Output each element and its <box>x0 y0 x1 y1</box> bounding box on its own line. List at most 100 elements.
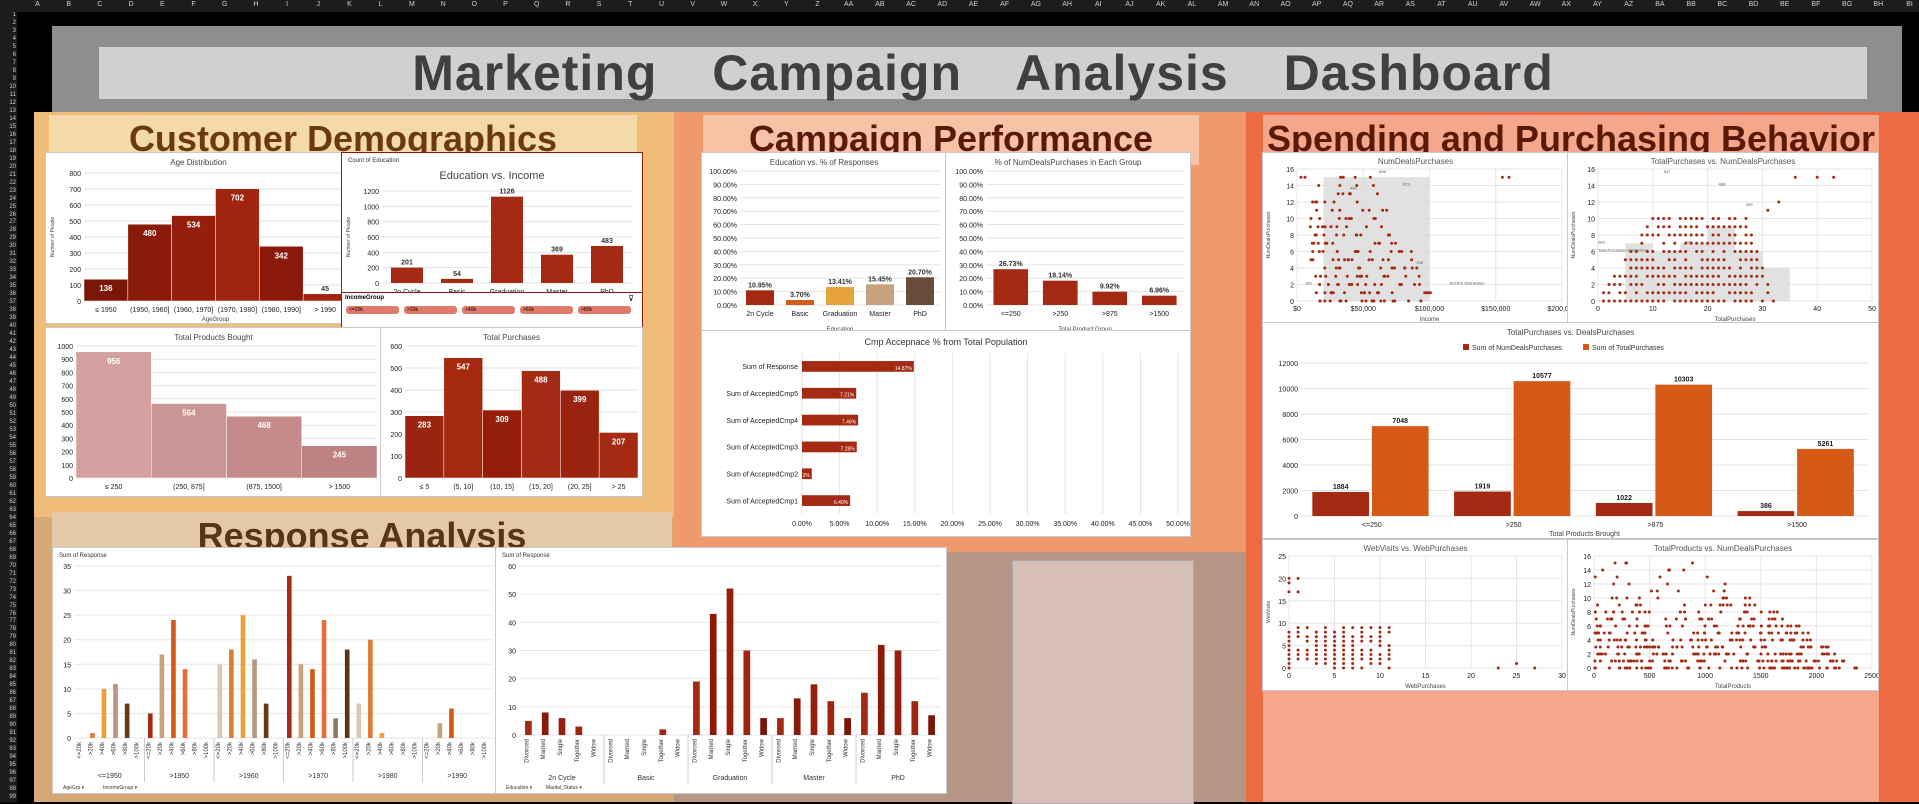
filter-button[interactable]: Marital_Status ▾ <box>546 785 582 791</box>
row-number[interactable]: 14 <box>9 115 16 122</box>
column-letter[interactable]: BI <box>1906 1 1913 8</box>
column-letter[interactable]: M <box>408 1 415 8</box>
row-number[interactable]: 26 <box>9 211 16 218</box>
column-letter[interactable]: AP <box>1312 1 1322 8</box>
row-number[interactable]: 92 <box>9 738 16 745</box>
column-letter[interactable]: AV <box>1499 1 1509 8</box>
row-number[interactable]: 72 <box>9 578 16 585</box>
filter-button[interactable]: AgeGrp ▾ <box>63 785 85 791</box>
column-letter[interactable]: N <box>440 1 446 8</box>
row-number[interactable]: 55 <box>9 442 16 449</box>
row-number[interactable]: 25 <box>9 203 16 210</box>
column-letter[interactable]: BA <box>1655 1 1665 8</box>
column-letter[interactable]: AF <box>1000 1 1010 8</box>
column-letter[interactable]: H <box>253 1 259 8</box>
row-number[interactable]: 3 <box>12 27 16 34</box>
row-number[interactable]: 58 <box>9 466 16 473</box>
column-letter[interactable]: AK <box>1156 1 1166 8</box>
row-number[interactable]: 19 <box>9 155 16 162</box>
column-letter[interactable]: BH <box>1873 1 1884 8</box>
column-letter[interactable]: AT <box>1437 1 1446 8</box>
column-letter[interactable]: V <box>690 1 696 8</box>
column-letter[interactable]: AZ <box>1624 1 1634 8</box>
column-letter[interactable]: AM <box>1217 1 1229 8</box>
column-letter[interactable]: Q <box>533 1 540 8</box>
row-number[interactable]: 41 <box>9 331 16 338</box>
row-number[interactable]: 59 <box>9 474 16 481</box>
row-number[interactable]: 53 <box>9 426 16 433</box>
row-number[interactable]: 68 <box>9 546 16 553</box>
field-button[interactable]: Count of Education <box>348 158 399 164</box>
prod-deals-chart-card[interactable]: TotalProducts vs. NumDealsPurchases 0 2 4 6 8… <box>1567 539 1880 691</box>
filter-button[interactable]: Education ▾ <box>506 785 533 791</box>
field-button[interactable]: Sum of Response <box>59 553 107 559</box>
column-letter[interactable]: BB <box>1686 1 1696 8</box>
slicer-item-3[interactable]: >60k <box>520 306 573 314</box>
row-number[interactable]: 48 <box>9 387 16 394</box>
row-number[interactable]: 86 <box>9 690 16 697</box>
row-number[interactable]: 62 <box>9 498 16 505</box>
row-number[interactable]: 88 <box>9 706 16 713</box>
row-number[interactable]: 94 <box>9 754 16 761</box>
field-button[interactable]: Sum of Response <box>502 553 550 559</box>
row-number[interactable]: 11 <box>9 91 16 98</box>
column-letter[interactable]: AI <box>1094 1 1102 8</box>
column-letter[interactable]: BD <box>1748 1 1759 8</box>
row-number[interactable]: 93 <box>9 746 16 753</box>
row-number[interactable]: 74 <box>9 594 16 601</box>
row-number[interactable]: 75 <box>9 602 16 609</box>
column-letter[interactable]: AO <box>1280 1 1291 8</box>
column-letter[interactable]: J <box>316 1 321 8</box>
web-chart-card[interactable]: WebVisits vs. WebPurchases 0 5 10 15 20 25 0 5 10… <box>1262 539 1569 691</box>
row-number[interactable]: 35 <box>9 283 16 290</box>
row-number[interactable]: 46 <box>9 371 16 378</box>
row-number[interactable]: 96 <box>9 770 16 777</box>
column-letter[interactable]: A <box>35 1 40 8</box>
row-number[interactable]: 31 <box>9 251 16 258</box>
column-letter[interactable]: I <box>286 1 289 8</box>
resp-edu-chart-card[interactable]: Sum of Response 0 10 20 30 40 50 60 Divorced Marr… <box>495 547 947 794</box>
column-letter[interactable]: L <box>378 1 383 8</box>
row-number[interactable]: 89 <box>9 714 16 721</box>
cmp-chart-card[interactable]: Cmp Accepnace % from Total Population 0.0… <box>701 330 1191 537</box>
row-number[interactable]: 24 <box>9 195 16 202</box>
column-letter[interactable]: U <box>658 1 665 8</box>
row-number[interactable]: 30 <box>9 243 16 250</box>
row-number[interactable]: 34 <box>9 275 16 282</box>
row-number[interactable]: 71 <box>9 570 16 577</box>
column-letter[interactable]: S <box>596 1 602 8</box>
edu-income-chart-card[interactable]: Education vs. Income 0 200 400 600 800 1000 120… <box>341 152 643 304</box>
row-number[interactable]: 83 <box>9 666 16 673</box>
row-number[interactable]: 36 <box>9 291 16 298</box>
column-letter[interactable]: D <box>128 1 134 8</box>
row-number[interactable]: 64 <box>9 514 16 521</box>
row-number[interactable]: 27 <box>9 219 16 226</box>
column-letter[interactable]: AS <box>1405 1 1415 8</box>
row-number[interactable]: 49 <box>9 395 16 402</box>
row-number[interactable]: 22 <box>9 179 16 186</box>
row-number[interactable]: 80 <box>9 642 16 649</box>
row-number[interactable]: 6 <box>12 51 16 58</box>
row-number[interactable]: 42 <box>9 339 16 346</box>
row-number[interactable]: 18 <box>9 147 16 154</box>
resp-age-chart-card[interactable]: Sum of Response 0 5 10 15 20 25 30 35 <=20k >20k >4… <box>52 547 499 794</box>
row-number[interactable]: 10 <box>9 83 16 90</box>
row-number[interactable]: 63 <box>9 506 16 513</box>
column-letter[interactable]: AD <box>937 1 948 8</box>
row-number[interactable]: 54 <box>9 434 16 441</box>
slicer-item-4[interactable]: >80k <box>578 306 631 314</box>
row-number[interactable]: 37 <box>9 299 16 306</box>
column-letter[interactable]: BF <box>1811 1 1821 8</box>
column-letter[interactable]: Z <box>815 1 820 8</box>
row-number[interactable]: 61 <box>9 490 16 497</box>
products-chart-card[interactable]: Total Products Bought 0 100 200 300 400 500 600… <box>45 327 382 497</box>
column-letter[interactable]: E <box>159 1 165 8</box>
row-number[interactable]: 79 <box>9 634 16 641</box>
column-letter[interactable]: K <box>347 1 352 8</box>
row-number[interactable]: 16 <box>9 131 16 138</box>
filter-clear-icon[interactable]: ⊽ <box>628 294 634 303</box>
row-number[interactable]: 38 <box>9 307 16 314</box>
row-number[interactable]: 51 <box>9 411 16 417</box>
column-letter[interactable]: AR <box>1374 1 1384 8</box>
row-number[interactable]: 87 <box>9 698 16 705</box>
